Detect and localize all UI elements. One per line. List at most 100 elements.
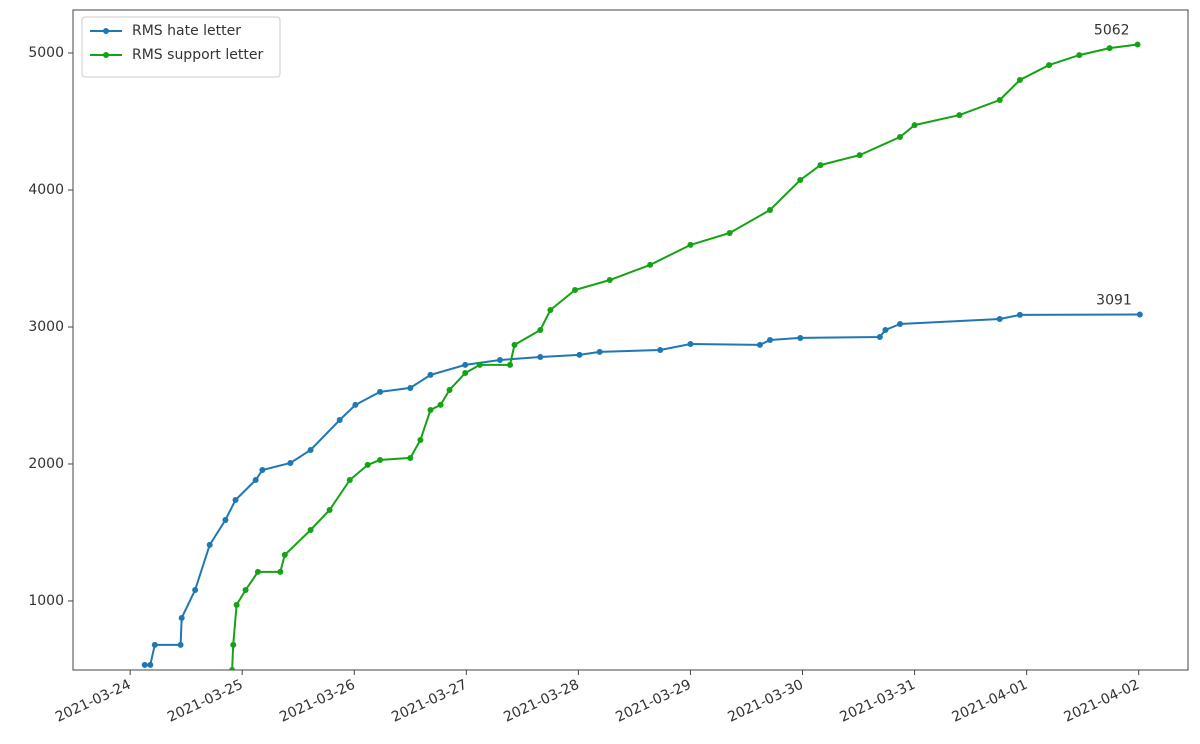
point (767, 207, 774, 213)
legend-marker (103, 28, 109, 34)
x-tick-label: 2021-03-24 (53, 677, 134, 726)
point (242, 587, 249, 593)
point (177, 641, 184, 648)
point (1016, 77, 1023, 83)
point (178, 614, 185, 621)
point (446, 387, 453, 393)
point (307, 527, 314, 533)
point (767, 337, 774, 343)
point (496, 357, 503, 363)
point (547, 307, 554, 313)
point (230, 641, 237, 648)
point (326, 507, 333, 513)
x-tick-label: 2021-03-25 (165, 677, 246, 726)
point (259, 467, 266, 473)
point (1136, 311, 1143, 318)
point (687, 241, 694, 248)
point (756, 341, 763, 348)
point (856, 152, 863, 159)
point (511, 341, 518, 348)
legend-box (81, 16, 281, 78)
point (1134, 41, 1141, 48)
x-tick-label: 2021-04-02 (1062, 677, 1143, 726)
point (996, 97, 1003, 103)
point (797, 334, 804, 341)
point (911, 122, 918, 129)
plot-frame (72, 9, 1189, 671)
point (797, 177, 804, 183)
point (1106, 45, 1113, 52)
point (687, 340, 694, 347)
point (1016, 311, 1023, 318)
x-tick-label: 2021-03-29 (613, 677, 694, 726)
point (377, 457, 384, 463)
end-annotation: 5062 (1094, 23, 1130, 39)
point (537, 327, 544, 333)
point (346, 477, 353, 483)
point (151, 641, 158, 648)
point (407, 454, 414, 461)
point (192, 587, 199, 593)
point (996, 316, 1003, 323)
end-annotation: 3091 (1096, 293, 1132, 309)
y-tick-label: 5000 (28, 45, 64, 61)
point (147, 661, 154, 668)
point (817, 162, 824, 169)
plot-area (141, 41, 1143, 670)
point (572, 287, 579, 293)
x-tick-label: 2021-03-30 (725, 677, 806, 726)
point (462, 370, 469, 377)
point (222, 517, 229, 523)
point (427, 371, 434, 378)
series-line (231, 43, 1138, 670)
x-tick-label: 2021-03-26 (277, 677, 358, 726)
legend-marker (103, 52, 109, 58)
y-tick-label: 2000 (28, 456, 64, 472)
point (417, 437, 424, 443)
y-tick-label: 4000 (28, 182, 64, 198)
point (252, 477, 259, 483)
point (364, 461, 371, 468)
point (897, 320, 904, 327)
point (726, 230, 733, 237)
point (141, 661, 148, 668)
point (233, 601, 240, 608)
x-tick-label: 2021-03-27 (389, 677, 470, 726)
point (876, 333, 883, 340)
point (307, 447, 314, 453)
point (352, 401, 359, 408)
point (277, 568, 284, 575)
point (657, 347, 664, 353)
point (232, 497, 239, 503)
point (427, 407, 434, 413)
point (281, 551, 288, 558)
y-tick-label: 3000 (28, 319, 64, 335)
point (882, 327, 889, 333)
point (206, 541, 213, 548)
point (437, 401, 444, 408)
point (462, 361, 469, 368)
point (336, 417, 343, 423)
point (287, 460, 294, 467)
point (1076, 52, 1083, 59)
point (596, 348, 603, 355)
y-tick-label: 1000 (28, 593, 64, 609)
point (606, 277, 613, 283)
point (647, 261, 654, 268)
point (537, 353, 544, 360)
point (476, 361, 483, 368)
point (407, 384, 414, 391)
legend-label: RMS hate letter (132, 23, 241, 39)
point (254, 568, 261, 575)
series-line (144, 313, 1140, 666)
x-tick-label: 2021-04-01 (950, 677, 1031, 726)
x-tick-label: 2021-03-28 (501, 677, 582, 726)
point (507, 361, 514, 368)
point (229, 667, 236, 670)
point (897, 133, 904, 140)
point (1046, 62, 1053, 69)
point (377, 388, 384, 395)
x-tick-label: 2021-03-31 (837, 677, 918, 726)
